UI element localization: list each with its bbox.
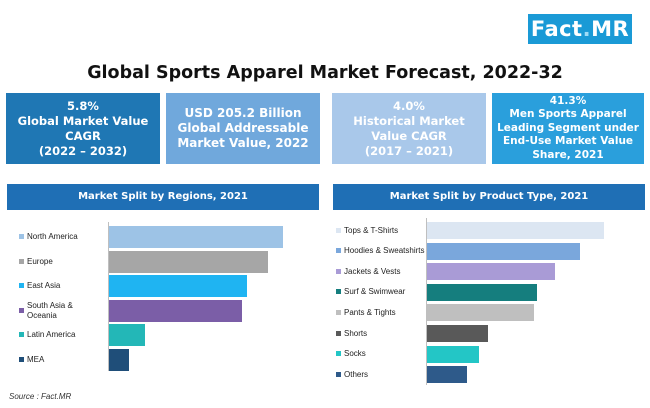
category-label: Surf & Swimwear	[344, 287, 406, 297]
kpi-card-cagr: 5.8% Global Market Value CAGR (2022 – 20…	[6, 93, 160, 164]
kpi-line: 4.0%	[393, 98, 425, 113]
kpi-line: Global Addressable	[177, 121, 309, 135]
category-label: Europe	[27, 256, 53, 266]
bar	[427, 283, 537, 301]
category-label: Hoodies & Sweatshirts	[344, 246, 425, 256]
bar	[427, 325, 488, 342]
category-label: Latin America	[27, 330, 76, 339]
logo-text: Fact	[530, 17, 583, 41]
bar	[109, 226, 283, 248]
category-label: Shorts	[344, 328, 368, 338]
legend-marker	[19, 234, 24, 239]
bar	[109, 275, 247, 297]
kpi-line: 5.8%	[67, 98, 99, 113]
bar	[109, 324, 145, 346]
kpi-line: Share, 2021	[532, 148, 604, 161]
legend-marker	[336, 351, 341, 357]
legend-marker	[336, 309, 341, 315]
product-chart-title: Market Split by Product Type, 2021	[333, 184, 645, 210]
legend-marker	[336, 289, 341, 295]
legend-marker	[336, 227, 341, 233]
kpi-card-leading-segment: 41.3% Men Sports Apparel Leading Segment…	[492, 93, 644, 164]
legend-marker	[19, 356, 24, 362]
category-label: East Asia	[27, 281, 61, 290]
kpi-card-market-value: USD 205.2 Billion Global Addressable Mar…	[166, 93, 320, 164]
category-label: South Asia & Oceania	[27, 300, 73, 320]
legend-marker	[336, 268, 341, 274]
logo-suffix: MR	[591, 17, 630, 41]
bar	[109, 348, 129, 371]
category-label: Jackets & Vests	[344, 266, 401, 276]
kpi-line: Value CAGR	[371, 128, 447, 143]
category-label: Pants & Tights	[344, 307, 396, 317]
bar	[427, 242, 580, 260]
category-label: Socks	[344, 349, 366, 359]
bar	[109, 299, 242, 322]
kpi-line: Leading Segment under	[497, 121, 639, 134]
bar	[427, 263, 555, 281]
bar	[427, 366, 467, 384]
category-label: MEA	[27, 354, 45, 364]
kpi-line: (2022 – 2032)	[38, 143, 128, 158]
factmr-logo: Fact.MR	[528, 14, 632, 44]
bar	[427, 345, 479, 363]
category-label: Tops & T-Shirts	[344, 225, 399, 235]
regions-chart-title: Market Split by Regions, 2021	[7, 184, 319, 210]
kpi-line: Market Value, 2022	[177, 136, 309, 150]
legend-marker	[336, 248, 341, 254]
chart-axis	[426, 218, 427, 385]
legend-marker	[19, 258, 24, 264]
kpi-line: Global Market Value	[17, 113, 149, 128]
legend-marker	[19, 283, 24, 288]
legend-marker	[336, 330, 341, 336]
kpi-line: (2017 – 2021)	[364, 143, 454, 158]
page-title: Global Sports Apparel Market Forecast, 2…	[87, 63, 563, 83]
bar	[427, 304, 534, 322]
legend-marker	[336, 371, 341, 377]
kpi-line: 41.3%	[549, 94, 587, 107]
category-label: North America	[27, 232, 78, 241]
kpi-line: USD 205.2 Billion	[184, 106, 302, 120]
bar	[109, 250, 268, 273]
legend-marker	[19, 307, 24, 313]
kpi-line: End-Use Market Value	[502, 135, 634, 148]
legend-marker	[19, 332, 24, 337]
kpi-line: Men Sports Apparel	[509, 108, 627, 121]
bar	[427, 222, 604, 239]
kpi-card-historical-cagr: 4.0% Historical Market Value CAGR (2017 …	[332, 93, 486, 164]
category-label: Others	[344, 369, 369, 379]
logo-dot: .	[582, 17, 592, 41]
kpi-line: Historical Market	[353, 113, 465, 128]
kpi-line: CAGR	[65, 128, 101, 143]
chart-axis	[108, 222, 109, 371]
source-note: Source : Fact.MR	[9, 392, 72, 401]
